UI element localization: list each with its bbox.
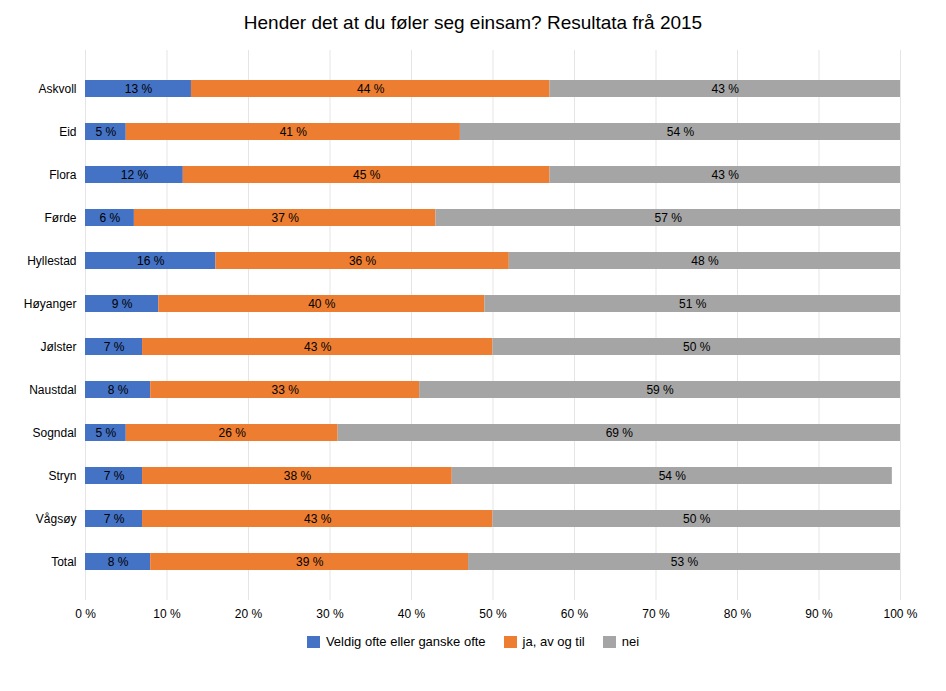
svg-text:Høyanger: Høyanger [24, 297, 77, 311]
svg-text:33 %: 33 % [271, 383, 299, 397]
svg-text:59 %: 59 % [646, 383, 674, 397]
svg-text:51 %: 51 % [679, 297, 707, 311]
svg-text:Stryn: Stryn [48, 469, 76, 483]
svg-text:Total: Total [51, 555, 76, 569]
svg-text:7 %: 7 % [104, 469, 125, 483]
html-text:nei: nei [621, 634, 640, 649]
svg-text:Jølster: Jølster [41, 340, 77, 354]
svg-text:60 %: 60 % [561, 607, 589, 621]
svg-text:Flora: Flora [49, 168, 77, 182]
svg-text:43 %: 43 % [304, 340, 332, 354]
svg-text:Hyllestad: Hyllestad [27, 254, 76, 268]
svg-text:45 %: 45 % [353, 168, 381, 182]
svg-text:50 %: 50 % [479, 607, 507, 621]
svg-text:44 %: 44 % [357, 82, 385, 96]
svg-text:43 %: 43 % [712, 82, 740, 96]
svg-text:6 %: 6 % [100, 211, 121, 225]
svg-text:Askvoll: Askvoll [38, 82, 76, 96]
svg-text:48 %: 48 % [691, 254, 719, 268]
svg-text:36 %: 36 % [349, 254, 377, 268]
svg-text:50 %: 50 % [683, 512, 711, 526]
svg-text:54 %: 54 % [659, 469, 687, 483]
svg-text:9 %: 9 % [112, 297, 133, 311]
svg-text:54 %: 54 % [667, 125, 695, 139]
svg-text:8 %: 8 % [108, 555, 129, 569]
svg-text:8 %: 8 % [108, 383, 129, 397]
html-text:Veldig ofte eller ganske ofte: Veldig ofte eller ganske ofte [325, 634, 486, 649]
svg-text:69 %: 69 % [606, 426, 634, 440]
svg-text:7 %: 7 % [104, 340, 125, 354]
svg-text:Naustdal: Naustdal [29, 383, 76, 397]
html-text:Hender det at du føler seg ein: Hender det at du føler seg einsam? Resul… [243, 12, 703, 33]
svg-text:12 %: 12 % [121, 168, 149, 182]
svg-text:50 %: 50 % [683, 340, 711, 354]
svg-text:57 %: 57 % [655, 211, 683, 225]
svg-text:5 %: 5 % [96, 125, 117, 139]
svg-text:Vågsøy: Vågsøy [36, 512, 77, 526]
svg-text:41 %: 41 % [280, 125, 308, 139]
svg-text:Eid: Eid [59, 125, 76, 139]
svg-text:90 %: 90 % [805, 607, 833, 621]
svg-text:16 %: 16 % [137, 254, 165, 268]
svg-text:80 %: 80 % [724, 607, 752, 621]
svg-text:26 %: 26 % [219, 426, 247, 440]
svg-text:10 %: 10 % [153, 607, 181, 621]
svg-text:Førde: Førde [44, 211, 76, 225]
svg-text:5 %: 5 % [96, 426, 117, 440]
svg-text:0 %: 0 % [75, 607, 96, 621]
html-text:ja, av og til: ja, av og til [522, 634, 585, 649]
svg-text:Sogndal: Sogndal [32, 426, 76, 440]
svg-text:43 %: 43 % [304, 512, 332, 526]
svg-text:40 %: 40 % [308, 297, 336, 311]
svg-text:70 %: 70 % [642, 607, 670, 621]
svg-text:20 %: 20 % [235, 607, 263, 621]
svg-text:53 %: 53 % [671, 555, 699, 569]
svg-text:7 %: 7 % [104, 512, 125, 526]
svg-text:100 %: 100 % [883, 607, 917, 621]
svg-text:37 %: 37 % [271, 211, 299, 225]
svg-text:13 %: 13 % [125, 82, 153, 96]
svg-text:30 %: 30 % [316, 607, 344, 621]
svg-text:38 %: 38 % [284, 469, 312, 483]
svg-text:40 %: 40 % [398, 607, 426, 621]
svg-text:39 %: 39 % [296, 555, 324, 569]
svg-text:43 %: 43 % [712, 168, 740, 182]
